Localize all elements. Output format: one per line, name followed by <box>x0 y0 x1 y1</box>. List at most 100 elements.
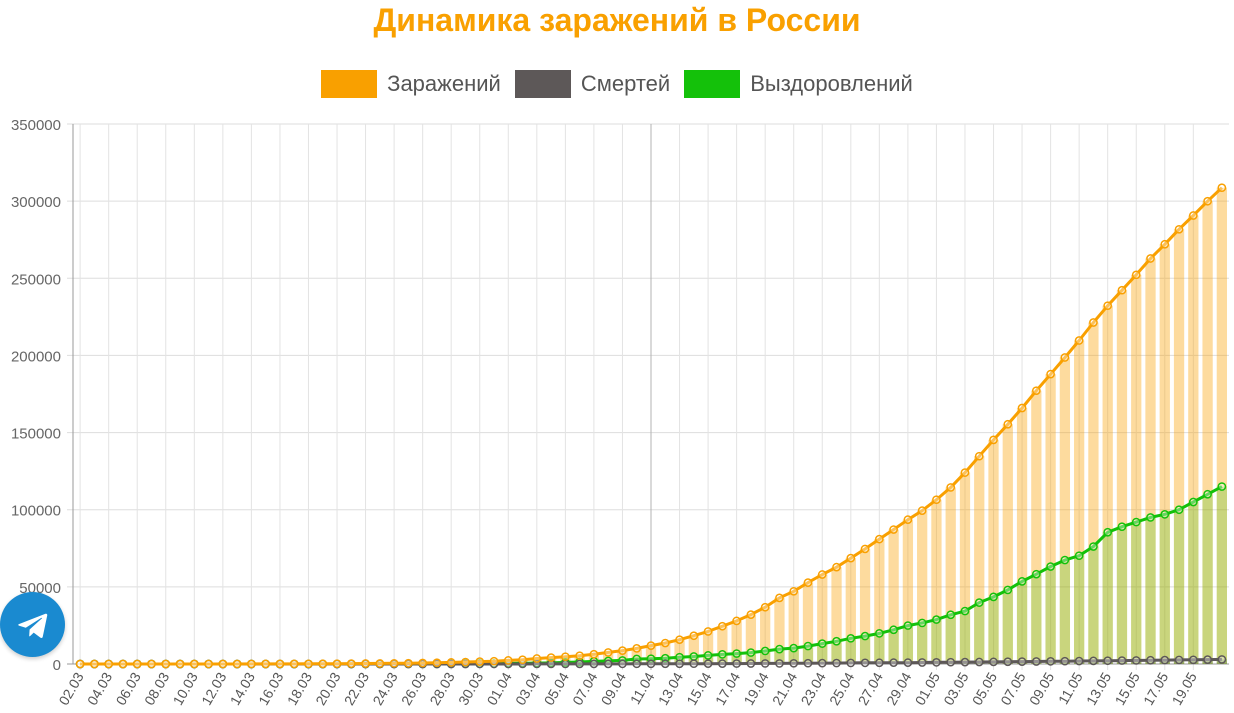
bar-infected <box>888 529 899 664</box>
point-infected <box>932 495 941 505</box>
point-recovered <box>1089 542 1098 551</box>
point-infected <box>161 659 171 669</box>
point-recovered <box>960 606 970 616</box>
x-tick-label: 27.04 <box>855 669 886 708</box>
legend-item-infected[interactable]: Заражений <box>321 70 501 98</box>
x-tick-label: 07.05 <box>997 669 1028 708</box>
bar-infected <box>660 643 671 664</box>
bar-infected <box>1016 407 1028 664</box>
point-deaths <box>1017 657 1027 666</box>
x-tick-label: 08.03 <box>141 669 172 708</box>
point-recovered <box>775 644 784 654</box>
bar-infected <box>831 567 842 664</box>
bar-infected <box>1116 290 1128 664</box>
x-tick-label: 18.03 <box>284 669 315 708</box>
x-tick-label: 07.04 <box>569 669 600 708</box>
bar-recovered <box>631 658 642 664</box>
point-infected <box>1160 239 1170 249</box>
y-tick-label: 0 <box>53 657 61 674</box>
x-tick-label: 16.03 <box>255 669 286 708</box>
point-infected <box>732 616 741 626</box>
point-deaths <box>932 657 941 667</box>
point-deaths <box>1188 655 1198 665</box>
point-infected <box>232 659 242 669</box>
legend-item-deaths[interactable]: Смертей <box>514 70 670 98</box>
point-infected <box>75 659 85 669</box>
bar-recovered <box>945 614 956 664</box>
point-deaths <box>946 657 956 667</box>
point-deaths <box>746 659 756 668</box>
point-deaths <box>1046 656 1055 666</box>
bar-infected <box>1188 215 1199 664</box>
x-tick-label: 02.03 <box>55 669 86 708</box>
point-recovered <box>1031 569 1041 579</box>
point-infected <box>775 593 784 603</box>
point-infected <box>432 658 442 668</box>
point-infected <box>175 659 185 669</box>
bar-infected <box>745 614 757 664</box>
point-infected <box>346 659 356 668</box>
point-infected <box>247 659 256 669</box>
point-recovered <box>1103 527 1113 537</box>
bar-recovered <box>974 602 985 664</box>
legend-item-recovered[interactable]: Выздоровлений <box>684 70 913 98</box>
point-deaths <box>974 657 984 667</box>
point-deaths <box>1031 657 1041 666</box>
bar-recovered <box>1131 522 1142 664</box>
point-deaths <box>817 658 827 668</box>
point-deaths <box>903 658 913 668</box>
bar-deaths <box>1131 660 1142 664</box>
point-deaths <box>874 658 884 668</box>
point-recovered <box>1146 513 1155 522</box>
bar-recovered <box>774 649 785 664</box>
point-recovered <box>689 652 699 661</box>
bar-recovered <box>1102 532 1113 664</box>
x-tick-label: 28.03 <box>426 669 457 708</box>
bar-infected <box>631 648 642 664</box>
bar-recovered <box>1202 494 1213 664</box>
telegram-button[interactable] <box>0 592 65 657</box>
bar-deaths <box>1173 659 1185 664</box>
x-tick-label: 10.03 <box>170 669 201 708</box>
x-tick-label: 25.04 <box>826 669 857 708</box>
bar-infected <box>988 439 999 664</box>
point-infected <box>204 659 213 669</box>
point-deaths <box>775 659 784 668</box>
point-infected <box>703 627 713 636</box>
point-infected <box>603 648 613 657</box>
bar-recovered <box>1088 546 1099 664</box>
x-tick-label: 04.03 <box>84 669 115 708</box>
point-deaths <box>589 659 599 669</box>
x-tick-label: 13.04 <box>655 669 686 708</box>
point-deaths <box>675 659 684 669</box>
bar-infected <box>1002 424 1013 664</box>
point-infected <box>361 659 370 668</box>
bar-deaths <box>1145 660 1156 664</box>
bar-infected <box>974 456 985 664</box>
y-tick-label: 200000 <box>11 348 61 365</box>
bar-infected <box>1074 340 1085 664</box>
point-infected <box>832 562 841 572</box>
bar-recovered <box>1045 566 1056 664</box>
point-infected <box>147 659 156 669</box>
bar-recovered <box>931 619 942 664</box>
point-infected <box>860 544 870 554</box>
point-deaths <box>1174 655 1184 665</box>
bar-infected <box>717 626 728 664</box>
point-infected <box>1117 285 1127 295</box>
point-infected <box>989 435 998 445</box>
bar-deaths <box>1088 660 1099 664</box>
bar-infected <box>1088 322 1099 664</box>
point-infected <box>446 658 456 667</box>
bar-infected <box>588 654 600 664</box>
point-deaths <box>960 657 970 667</box>
point-deaths <box>618 659 627 669</box>
bar-recovered <box>788 648 799 664</box>
y-tick-label: 250000 <box>11 271 61 288</box>
point-infected <box>404 658 413 668</box>
point-deaths <box>1131 656 1141 665</box>
point-infected <box>1031 386 1041 396</box>
point-recovered <box>789 643 799 653</box>
point-infected <box>461 657 470 667</box>
x-tick-label: 09.05 <box>1026 669 1057 708</box>
